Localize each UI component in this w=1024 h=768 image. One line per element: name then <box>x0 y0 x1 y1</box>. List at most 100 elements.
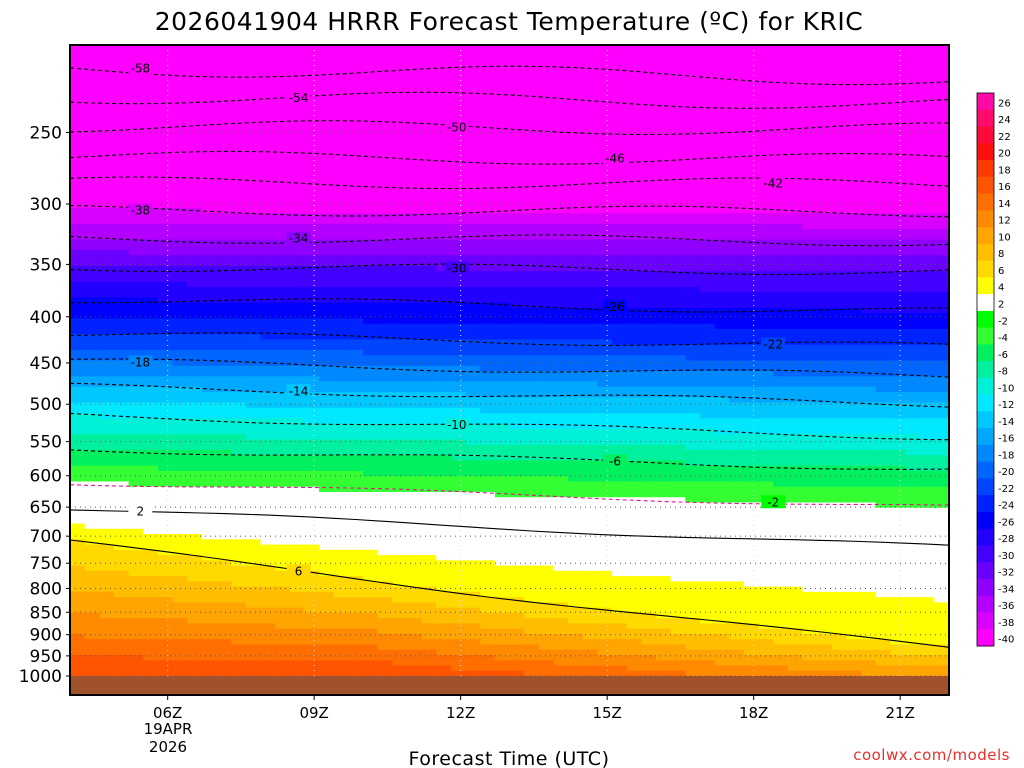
field-cell <box>99 586 115 593</box>
field-cell <box>172 60 188 67</box>
field-cell <box>363 597 379 603</box>
field-cell <box>670 60 686 67</box>
temperature-bands <box>70 45 949 677</box>
field-cell <box>143 197 159 204</box>
field-cell <box>450 639 467 646</box>
field-cell <box>568 76 584 83</box>
field-cell <box>363 555 379 561</box>
field-cell <box>84 491 100 498</box>
field-cell <box>406 660 423 667</box>
field-cell <box>70 444 86 451</box>
field-cell <box>568 544 584 551</box>
field-cell <box>612 555 628 561</box>
field-cell <box>626 371 642 377</box>
field-cell <box>333 665 349 672</box>
field-cell <box>157 202 174 209</box>
field-cell <box>626 229 642 235</box>
field-cell <box>260 250 276 256</box>
field-cell <box>626 118 642 125</box>
field-cell <box>538 339 555 346</box>
field-cell <box>172 639 188 646</box>
field-cell <box>172 271 188 277</box>
field-cell <box>656 186 672 193</box>
field-cell <box>157 239 174 246</box>
field-cell <box>260 581 276 588</box>
field-cell <box>538 123 555 130</box>
field-cell <box>377 123 393 130</box>
field-cell <box>172 460 188 467</box>
field-cell <box>172 497 188 504</box>
field-cell <box>656 434 672 440</box>
field-cell <box>392 623 408 630</box>
field-cell <box>641 665 657 672</box>
field-cell <box>509 470 525 477</box>
field-cell <box>99 334 115 341</box>
field-cell <box>626 181 642 188</box>
field-cell <box>480 618 496 625</box>
field-cell <box>113 276 130 283</box>
field-cell <box>275 586 291 593</box>
field-cell <box>436 428 452 435</box>
field-cell <box>231 202 247 209</box>
field-cell <box>538 586 555 593</box>
field-cell <box>597 197 613 204</box>
field-cell <box>450 607 467 614</box>
field-cell <box>436 129 452 135</box>
field-cell <box>143 134 159 141</box>
field-cell <box>480 444 496 451</box>
field-cell <box>143 576 159 582</box>
field-cell <box>143 139 159 146</box>
field-cell <box>260 560 276 567</box>
field-cell <box>289 423 305 430</box>
field-cell <box>656 439 672 446</box>
field-cell <box>641 92 657 99</box>
field-cell <box>70 171 86 178</box>
field-cell <box>656 108 672 114</box>
field-cell <box>392 339 408 346</box>
field-cell <box>553 144 569 151</box>
field-cell <box>392 150 408 157</box>
field-cell <box>216 534 232 540</box>
field-cell <box>465 197 481 204</box>
field-cell <box>304 244 320 251</box>
field-cell <box>524 292 540 298</box>
field-cell <box>538 491 555 498</box>
field-cell <box>524 555 540 561</box>
field-cell <box>216 512 232 519</box>
field-cell <box>465 171 481 178</box>
field-cell <box>524 539 540 546</box>
field-cell <box>582 491 598 498</box>
field-cell <box>509 202 525 209</box>
field-cell <box>553 165 569 172</box>
field-cell <box>509 239 525 246</box>
field-cell <box>187 218 203 225</box>
field-cell <box>553 618 569 625</box>
field-cell <box>406 576 423 582</box>
field-cell <box>656 234 672 241</box>
field-cell <box>612 418 628 425</box>
field-cell <box>641 576 657 582</box>
field-cell <box>656 660 672 667</box>
field-cell <box>553 397 569 404</box>
field-cell <box>245 407 262 414</box>
field-cell <box>187 518 203 525</box>
field-cell <box>157 313 174 320</box>
field-cell <box>641 250 657 256</box>
field-cell <box>568 134 584 141</box>
field-cell <box>465 297 481 304</box>
field-cell <box>128 97 144 104</box>
field-cell <box>113 591 130 598</box>
field-cell <box>128 265 144 272</box>
field-cell <box>304 87 320 93</box>
field-cell <box>348 476 364 483</box>
field-cell <box>553 244 569 251</box>
field-cell <box>348 644 364 651</box>
field-cell <box>363 428 379 435</box>
field-cell <box>480 244 496 251</box>
field-cell <box>363 139 379 146</box>
field-cell <box>363 670 379 677</box>
field-cell <box>568 491 584 498</box>
field-cell <box>245 208 262 214</box>
field-cell <box>201 66 218 72</box>
field-cell <box>333 328 349 335</box>
